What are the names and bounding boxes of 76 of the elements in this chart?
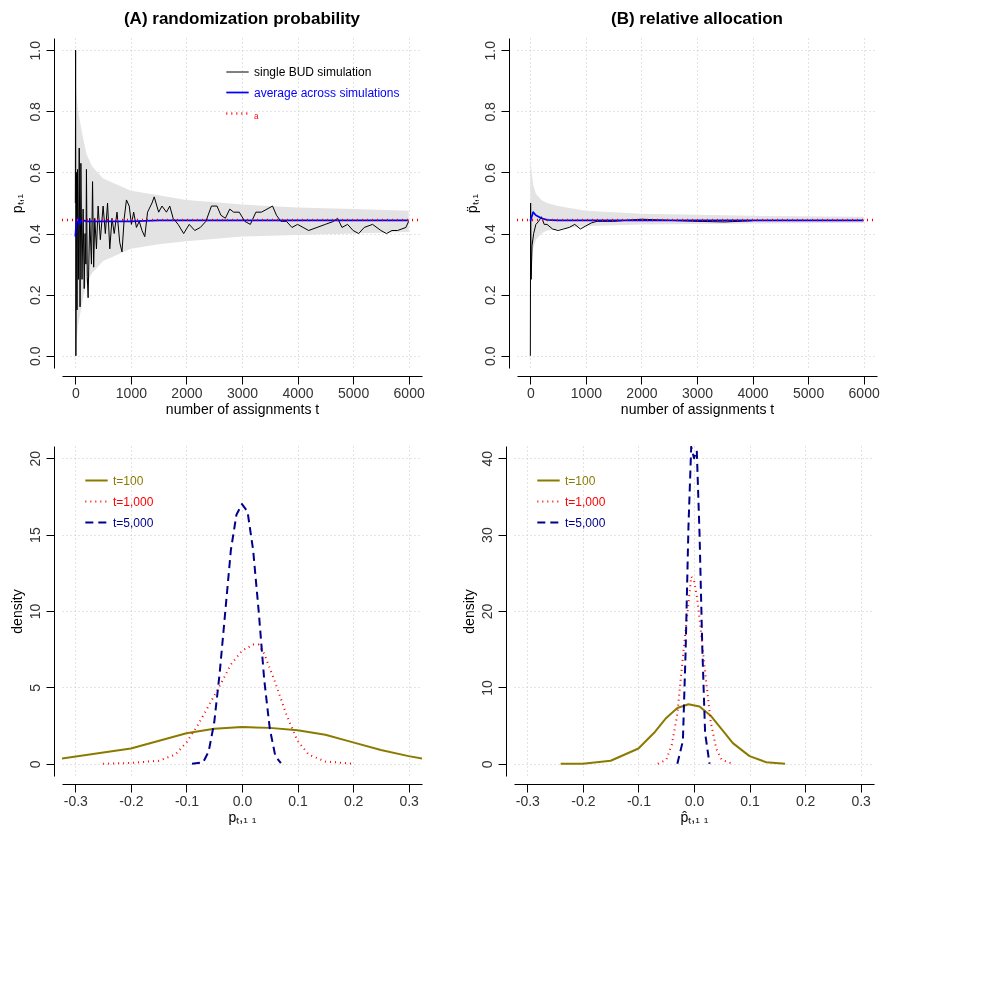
x-tick-label: 0.3 — [399, 792, 420, 809]
x-axis-title: number of assignments t — [165, 400, 320, 417]
x-tick-label: 0.1 — [288, 792, 308, 809]
x-tick-label: -0.2 — [571, 792, 596, 809]
y-axis-title: density — [460, 589, 477, 634]
line-series — [676, 446, 711, 765]
x-tick-label: 4000 — [737, 384, 769, 401]
chart-title: (B) relative allocation — [611, 9, 783, 28]
y-tick-label: 0.0 — [26, 346, 43, 367]
x-tick-label: 5000 — [338, 384, 370, 401]
line-series — [559, 703, 787, 765]
y-tick-label: 0.8 — [481, 101, 498, 122]
legend-label: t=1,000 — [113, 494, 154, 509]
y-tick-label: 40 — [478, 450, 495, 467]
x-tick-label: 0 — [71, 384, 80, 401]
y-tick-label: 30 — [478, 527, 495, 543]
x-tick-label: -0.2 — [119, 792, 144, 809]
y-tick-label: 0.6 — [26, 163, 43, 183]
x-tick-label: 0.1 — [740, 792, 760, 809]
x-tick-label: -0.3 — [63, 792, 89, 809]
legend-label: t=100 — [565, 473, 596, 488]
line-series — [656, 575, 734, 765]
y-tick-label: 0.2 — [26, 285, 43, 305]
y-tick-label: 15 — [26, 527, 43, 543]
legend-label: t=100 — [113, 473, 144, 488]
x-tick-label: 0.3 — [851, 792, 872, 809]
x-tick-label: 0.0 — [684, 792, 705, 809]
y-tick-label: 10 — [478, 679, 495, 696]
legend-label: t=5,000 — [113, 515, 154, 530]
line-series — [191, 503, 282, 765]
y-axis-title: density — [8, 589, 25, 634]
y-tick-label: 0.2 — [481, 285, 498, 305]
legend-label: single BUD simulation — [254, 65, 372, 79]
legend-label: t=5,000 — [565, 515, 606, 530]
chart-title: (A) randomization probability — [123, 9, 361, 28]
y-axis-title: p̈ₜ,₁ — [463, 193, 480, 214]
x-tick-label: 2000 — [171, 384, 203, 401]
legend-label: ₐ — [254, 106, 259, 121]
x-tick-label: 3000 — [226, 384, 259, 401]
y-tick-label: 0.4 — [26, 224, 43, 244]
y-axis-title: pₜ,₁ — [8, 193, 25, 214]
x-axis-title: p̂ₜ,₁ ₁ — [680, 808, 709, 825]
x-tick-label: 0.2 — [343, 792, 364, 809]
y-tick-label: 20 — [26, 450, 43, 467]
y-tick-label: 1.0 — [26, 40, 43, 61]
y-tick-label: 20 — [478, 603, 495, 620]
x-tick-label: -0.3 — [515, 792, 541, 809]
x-tick-label: 4000 — [282, 384, 314, 401]
x-tick-label: -0.1 — [174, 792, 200, 809]
x-tick-label: 3000 — [681, 384, 714, 401]
legend-label: average across simulations — [254, 85, 400, 100]
x-tick-label: 6000 — [393, 384, 425, 401]
x-tick-label: 0.2 — [795, 792, 816, 809]
y-tick-label: 0.4 — [481, 224, 498, 244]
x-tick-label: 0.0 — [232, 792, 253, 809]
y-tick-label: 0.0 — [481, 346, 498, 367]
x-tick-label: 0 — [526, 384, 535, 401]
y-tick-label: 0.8 — [26, 101, 43, 122]
y-tick-label: 0 — [478, 760, 495, 769]
line-series — [529, 211, 865, 223]
x-tick-label: 6000 — [848, 384, 880, 401]
x-tick-label: -0.1 — [626, 792, 652, 809]
x-tick-label: 1000 — [115, 384, 148, 401]
y-tick-label: 5 — [26, 683, 43, 692]
y-tick-label: 0 — [26, 760, 43, 769]
x-axis-title: number of assignments t — [620, 400, 775, 417]
y-tick-label: 0.6 — [481, 163, 498, 183]
x-axis-title: pₜ,₁ ₁ — [228, 808, 257, 825]
y-tick-label: 1.0 — [481, 40, 498, 61]
x-tick-label: 1000 — [570, 384, 603, 401]
x-tick-label: 2000 — [626, 384, 658, 401]
x-tick-label: 5000 — [793, 384, 825, 401]
legend-label: t=1,000 — [565, 494, 606, 509]
line-series — [74, 217, 410, 238]
y-tick-label: 10 — [26, 603, 43, 620]
line-series — [62, 726, 422, 760]
